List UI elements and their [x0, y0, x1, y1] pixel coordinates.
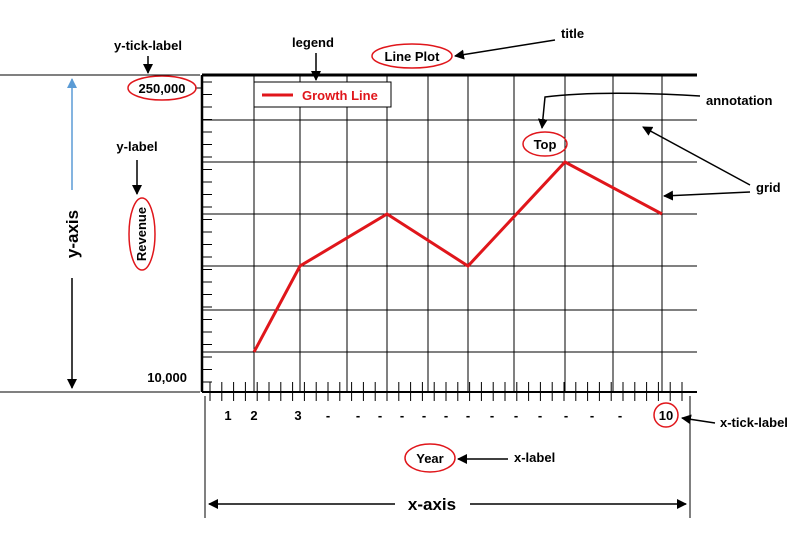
x-tick-label: -	[590, 408, 594, 423]
grid	[202, 75, 697, 392]
x-tick-label: -	[356, 408, 360, 423]
y-axis-label: Revenue	[134, 207, 149, 261]
y-minor-ticks	[195, 82, 212, 382]
x-tick-labels: 1 2 3 - - - - - - - - - - - - - 10	[224, 408, 673, 423]
x-tick-label: -	[400, 408, 404, 423]
series-growth-line	[254, 162, 662, 352]
grid-callout: grid	[756, 180, 781, 195]
x-tick-label: -	[514, 408, 518, 423]
x-tick-label: -	[538, 408, 542, 423]
x-tick-label: -	[618, 408, 622, 423]
x-axis-callout-label: x-axis	[408, 495, 456, 514]
x-tick-label: -	[326, 408, 330, 423]
grid-callout-arrow-lower	[664, 192, 750, 196]
y-tick-label-top: 250,000	[139, 81, 186, 96]
x-tick-label: -	[564, 408, 568, 423]
x-label-callout: x-label	[514, 450, 555, 465]
x-tick-label: -	[378, 408, 382, 423]
x-tick-label-callout: x-tick-label	[720, 415, 788, 430]
y-tick-label-bottom: 10,000	[147, 370, 187, 385]
x-tick-label: -	[444, 408, 448, 423]
y-axis-callout-label: y-axis	[63, 210, 82, 258]
x-tick-label: 3	[294, 408, 301, 423]
legend: Growth Line	[254, 82, 391, 107]
x-tick-label-callout-arrow	[682, 418, 715, 423]
annotation-callout: annotation	[706, 93, 772, 108]
chart-title: Line Plot	[385, 49, 441, 64]
legend-callout: legend	[292, 35, 334, 50]
x-tick-label: 2	[250, 408, 257, 423]
grid-callout-arrow-upper	[643, 127, 750, 185]
annotation-top-label: Top	[534, 137, 557, 152]
x-tick-label: -	[466, 408, 470, 423]
title-callout: title	[561, 26, 584, 41]
annotation-callout-arrow	[542, 93, 700, 128]
x-tick-label: -	[422, 408, 426, 423]
x-tick-label: 10	[659, 408, 673, 423]
x-axis-label: Year	[416, 451, 443, 466]
title-callout-arrow	[455, 40, 555, 56]
x-tick-label: -	[490, 408, 494, 423]
y-label-callout: y-label	[116, 139, 157, 154]
y-tick-label-callout: y-tick-label	[114, 38, 182, 53]
legend-entry-growth-line: Growth Line	[302, 88, 378, 103]
series-layer	[254, 162, 662, 352]
x-tick-label: 1	[224, 408, 231, 423]
